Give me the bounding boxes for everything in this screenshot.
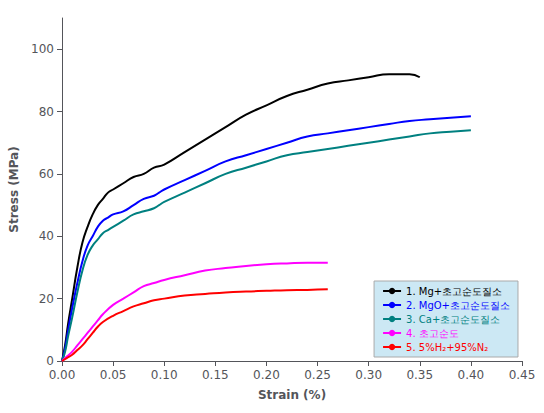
svg-text:4. 초고순도: 4. 초고순도 xyxy=(406,328,459,339)
svg-text:2. MgO+초고순도질소: 2. MgO+초고순도질소 xyxy=(406,300,510,311)
svg-text:0.40: 0.40 xyxy=(458,368,485,382)
svg-text:100: 100 xyxy=(31,42,54,56)
svg-text:0: 0 xyxy=(46,354,54,368)
svg-text:5. 5%H₂+95%N₂: 5. 5%H₂+95%N₂ xyxy=(406,342,488,353)
svg-text:80: 80 xyxy=(39,105,54,119)
svg-text:0.00: 0.00 xyxy=(49,368,76,382)
svg-text:0.10: 0.10 xyxy=(151,368,178,382)
svg-text:0.15: 0.15 xyxy=(202,368,229,382)
svg-text:0.35: 0.35 xyxy=(406,368,433,382)
svg-text:0.25: 0.25 xyxy=(304,368,331,382)
svg-text:60: 60 xyxy=(39,167,54,181)
svg-text:0.45: 0.45 xyxy=(509,368,536,382)
svg-text:0.05: 0.05 xyxy=(100,368,127,382)
svg-text:20: 20 xyxy=(39,292,54,306)
svg-text:0.30: 0.30 xyxy=(355,368,382,382)
svg-text:3. Ca+초고순도질소: 3. Ca+초고순도질소 xyxy=(406,314,500,325)
svg-text:Stress (MPa): Stress (MPa) xyxy=(7,146,21,232)
svg-text:1. Mg+초고순도질소: 1. Mg+초고순도질소 xyxy=(406,286,502,297)
svg-text:0.20: 0.20 xyxy=(253,368,280,382)
svg-text:Strain (%): Strain (%) xyxy=(258,388,326,402)
svg-text:40: 40 xyxy=(39,229,54,243)
